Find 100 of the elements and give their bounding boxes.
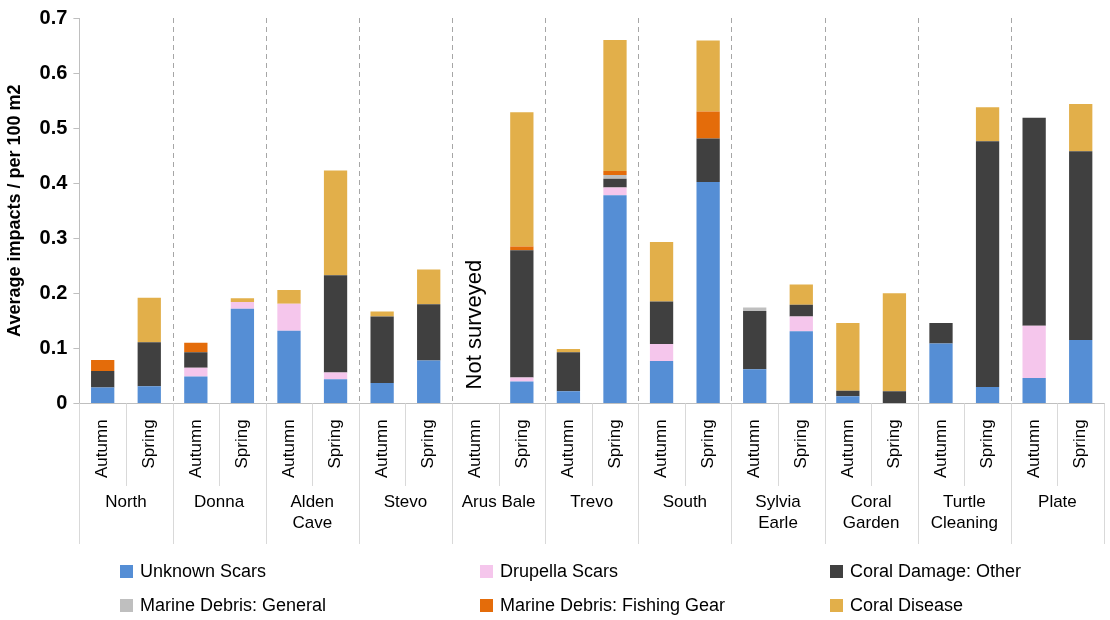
text: Stevo xyxy=(383,492,428,512)
bar xyxy=(370,311,394,317)
bar xyxy=(1022,117,1046,326)
bar xyxy=(836,396,860,403)
x-tick-label: Spring xyxy=(418,419,438,469)
text: Sylvia Earle xyxy=(755,492,802,533)
bar xyxy=(1022,325,1046,379)
bar xyxy=(417,304,441,361)
bar xyxy=(1069,103,1093,152)
bar xyxy=(184,376,208,403)
bar xyxy=(975,386,1000,403)
text: Donna xyxy=(194,492,245,512)
x-tick-label: Spring xyxy=(697,419,717,469)
bar xyxy=(137,386,161,403)
bar xyxy=(743,310,767,370)
y-tick-label: 0.3 xyxy=(39,225,68,248)
x-tick-label: Spring xyxy=(232,419,252,469)
bar xyxy=(277,303,301,331)
x-tick-label: Spring xyxy=(325,419,345,469)
bar xyxy=(230,302,255,309)
bar xyxy=(556,391,581,403)
y-tick-label: 0.1 xyxy=(39,335,68,358)
x-tick-label: Autumn xyxy=(185,419,205,479)
bar xyxy=(649,343,674,362)
bar xyxy=(789,331,813,403)
bar xyxy=(836,323,860,391)
bar xyxy=(184,367,208,377)
bar xyxy=(1069,151,1093,341)
bar xyxy=(603,178,627,188)
bar xyxy=(882,293,907,392)
bar xyxy=(603,171,627,175)
bar xyxy=(91,370,115,388)
x-tick-label: Autumn xyxy=(371,419,391,479)
bar xyxy=(277,330,301,403)
x-tick-label: Autumn xyxy=(1023,419,1043,479)
bar xyxy=(649,301,674,344)
bar xyxy=(184,352,208,368)
bar xyxy=(975,107,1000,142)
bar xyxy=(137,342,161,387)
x-tick-label: Spring xyxy=(790,419,810,469)
x-tick-label: Spring xyxy=(884,419,904,469)
bar xyxy=(323,170,348,276)
legend-label: Marine Debris: Fishing Gear xyxy=(500,594,726,616)
annotation: Not surveyed xyxy=(461,259,487,390)
bar xyxy=(649,242,674,302)
bar xyxy=(184,342,208,353)
y-tick-label: 0 xyxy=(56,390,68,413)
bar xyxy=(137,297,161,343)
bar xyxy=(929,343,953,403)
bar xyxy=(789,284,813,305)
bar xyxy=(649,361,674,403)
x-tick-label: Autumn xyxy=(464,419,484,479)
bar xyxy=(603,174,627,179)
bar xyxy=(370,383,394,403)
legend-label: Coral Disease xyxy=(850,594,964,616)
text: South xyxy=(662,492,708,512)
bar xyxy=(91,387,115,403)
text: Turtle Cleaning xyxy=(930,492,998,533)
bar xyxy=(417,360,441,403)
bar xyxy=(696,138,720,183)
x-tick-label: Autumn xyxy=(558,419,578,479)
text: Arus Bale xyxy=(461,492,536,512)
bar xyxy=(556,352,581,392)
text: North xyxy=(105,492,147,512)
bar xyxy=(1022,378,1046,403)
bar xyxy=(929,323,953,344)
x-tick-label: Autumn xyxy=(744,419,764,479)
bar xyxy=(743,369,767,403)
bar xyxy=(510,112,534,247)
bar xyxy=(743,307,767,311)
legend-label: Marine Debris: General xyxy=(140,594,327,616)
bar xyxy=(603,195,627,403)
x-tick-label: Spring xyxy=(604,419,624,469)
text: Trevo xyxy=(570,492,614,512)
y-tick-label: 0.4 xyxy=(39,170,69,193)
bar xyxy=(91,359,115,371)
x-tick-label: Autumn xyxy=(92,419,112,479)
bar xyxy=(323,379,348,403)
text: Coral Garden xyxy=(842,492,900,533)
bar xyxy=(603,40,627,172)
x-tick-label: Spring xyxy=(977,419,997,469)
bar xyxy=(510,381,534,403)
bar xyxy=(230,298,255,303)
bar xyxy=(789,316,813,332)
text: Alden Cave xyxy=(290,492,335,533)
bar xyxy=(789,304,813,317)
legend-label: Drupella Scars xyxy=(500,560,619,582)
legend-label: Unknown Scars xyxy=(140,560,267,582)
bar xyxy=(975,141,1000,387)
y-axis-title: Average impacts / per 100 m2 xyxy=(3,84,24,337)
bar xyxy=(510,246,534,251)
bar xyxy=(696,182,720,403)
bar xyxy=(370,316,394,384)
bar xyxy=(696,111,720,139)
y-tick-label: 0.7 xyxy=(39,5,68,28)
bar xyxy=(882,391,907,403)
x-tick-label: Spring xyxy=(1070,419,1090,469)
legend-label: Coral Damage: Other xyxy=(850,560,1022,582)
bar xyxy=(836,390,860,397)
bar xyxy=(323,372,348,380)
